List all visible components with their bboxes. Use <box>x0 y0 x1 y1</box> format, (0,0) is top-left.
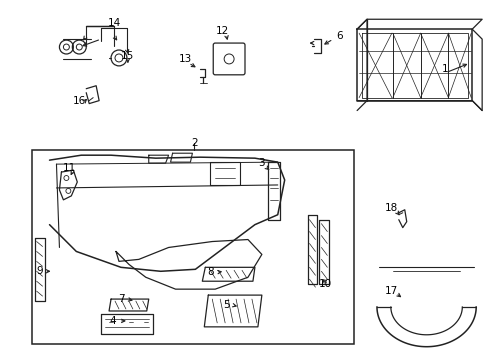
Text: 14: 14 <box>107 18 121 28</box>
Text: 2: 2 <box>191 138 197 148</box>
Bar <box>32 150 353 344</box>
Text: 15: 15 <box>121 51 134 61</box>
Text: 10: 10 <box>318 279 331 289</box>
Text: 5: 5 <box>223 300 229 310</box>
Text: 13: 13 <box>179 54 192 64</box>
Text: 16: 16 <box>73 96 86 105</box>
Text: 17: 17 <box>385 286 398 296</box>
Text: 3: 3 <box>258 158 264 168</box>
Text: 9: 9 <box>36 266 43 276</box>
Text: 1: 1 <box>441 64 448 74</box>
Text: 12: 12 <box>215 26 228 36</box>
Text: 11: 11 <box>62 163 76 173</box>
Text: 8: 8 <box>206 267 213 277</box>
Text: 6: 6 <box>335 31 342 41</box>
Text: 4: 4 <box>109 316 116 326</box>
Text: 18: 18 <box>385 203 398 213</box>
Text: 7: 7 <box>118 294 124 304</box>
